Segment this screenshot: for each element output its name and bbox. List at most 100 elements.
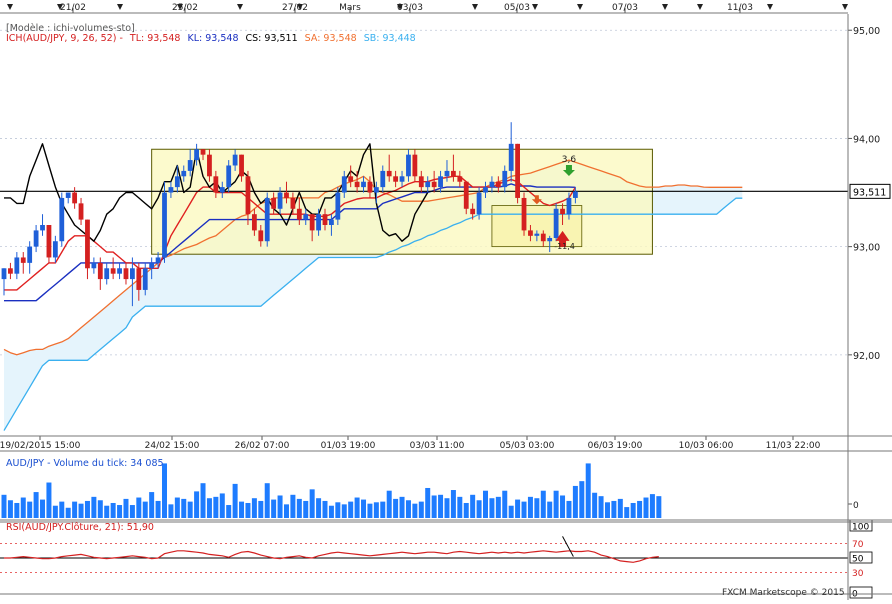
candle-body xyxy=(200,149,206,155)
candle-body xyxy=(399,176,405,182)
legend-cs: CS: 93,511 xyxy=(245,33,298,44)
volume-bar xyxy=(104,505,110,518)
price-panel[interactable]: 3,6 -11,4 xyxy=(0,29,848,431)
candle xyxy=(264,192,270,247)
candle xyxy=(463,181,469,215)
volume-bar xyxy=(226,505,232,518)
volume-bar xyxy=(393,498,399,518)
candle xyxy=(251,208,257,236)
candle-body xyxy=(322,214,328,225)
candle-body xyxy=(560,208,565,215)
volume-bar xyxy=(174,497,180,518)
candle xyxy=(470,203,476,220)
price-grid xyxy=(0,29,848,356)
top-date-axis: 21/02 25/02 27/02 Mars 03/03 05/03 07/03 11/03 xyxy=(0,0,848,14)
volume-bar xyxy=(84,500,90,518)
period-marker xyxy=(57,4,63,10)
candle-body xyxy=(194,149,199,161)
candle-body xyxy=(457,176,463,182)
candle xyxy=(483,181,488,198)
volume-bar xyxy=(309,489,315,518)
candle xyxy=(399,170,405,188)
candle-body xyxy=(521,197,527,231)
volume-bar xyxy=(33,492,39,518)
period-marker xyxy=(697,4,703,10)
period-marker xyxy=(472,4,478,10)
volume-bar xyxy=(277,495,283,518)
candle-body xyxy=(451,170,456,177)
volume-bar xyxy=(187,501,193,518)
candle-body xyxy=(117,268,122,274)
price-tick-label: 95,00 xyxy=(853,26,880,37)
candle xyxy=(476,187,482,220)
candle-body xyxy=(502,170,508,188)
period-marker xyxy=(397,4,403,10)
candle xyxy=(110,257,116,280)
volume-bar xyxy=(483,490,488,518)
candle-body xyxy=(393,176,399,182)
period-marker xyxy=(577,4,583,10)
candle xyxy=(213,170,219,198)
volume-bar xyxy=(624,507,630,518)
candle-body xyxy=(136,268,142,290)
volume-bar xyxy=(592,492,598,518)
volume-bar xyxy=(7,500,13,518)
candle xyxy=(553,203,559,242)
candle-body xyxy=(425,181,431,188)
volume-bar xyxy=(553,490,559,518)
price-tick-label: 94,00 xyxy=(853,134,880,145)
volume-bar xyxy=(181,498,187,518)
rsi-panel[interactable]: 1007050300 xyxy=(0,519,873,600)
signal-arrows: 3,6 -11,4 xyxy=(531,155,577,251)
volume-bar xyxy=(40,499,46,518)
candle xyxy=(123,262,129,285)
volume-bar xyxy=(290,494,296,518)
top-date-label: 07/03 xyxy=(612,3,638,13)
candle-body xyxy=(213,176,219,193)
candle xyxy=(65,192,71,204)
candle xyxy=(515,143,520,204)
volume-bar xyxy=(444,498,450,518)
top-axis-bg xyxy=(0,0,848,13)
volume-bar xyxy=(245,502,251,518)
volume-bar xyxy=(258,500,264,518)
candle-body xyxy=(566,197,572,215)
candle-body xyxy=(412,154,418,177)
candle-body xyxy=(130,268,135,280)
volume-bar xyxy=(367,503,373,518)
candle xyxy=(322,208,328,231)
volume-bar xyxy=(232,483,238,518)
candle-body xyxy=(14,257,20,274)
volume-bar xyxy=(72,501,78,518)
volume-bar xyxy=(373,502,379,518)
candle xyxy=(20,252,26,274)
candle xyxy=(508,122,514,182)
candle xyxy=(155,252,161,269)
candle xyxy=(373,181,379,204)
candle xyxy=(495,176,501,193)
candle xyxy=(335,187,341,225)
volume-bar xyxy=(425,487,431,518)
up-move-label: 3,6 xyxy=(562,155,577,165)
candle xyxy=(560,203,565,225)
candle-body xyxy=(438,176,443,188)
volume-panel[interactable]: 0 xyxy=(1,463,860,518)
candle-body xyxy=(296,208,302,220)
candle xyxy=(393,170,399,188)
volume-bar xyxy=(438,494,444,518)
candle-body xyxy=(553,208,559,238)
price-axis[interactable]: 95,00 94,00 93,00 92,00 93,511 xyxy=(848,14,892,436)
bottom-date-axis: 19/02/2015 15:00 24/02 15:00 26/02 07:00 01… xyxy=(0,436,821,451)
candle-body xyxy=(1,268,7,280)
candle xyxy=(547,235,553,253)
candle-body xyxy=(316,214,321,231)
candle-body xyxy=(110,268,116,274)
candle-body xyxy=(489,181,495,188)
bottom-date-label: 03/03 11:00 xyxy=(410,441,465,451)
volume-bar xyxy=(341,504,347,518)
candle xyxy=(245,170,251,225)
candle xyxy=(226,160,232,193)
volume-bar xyxy=(354,497,360,518)
period-marker xyxy=(177,4,183,10)
